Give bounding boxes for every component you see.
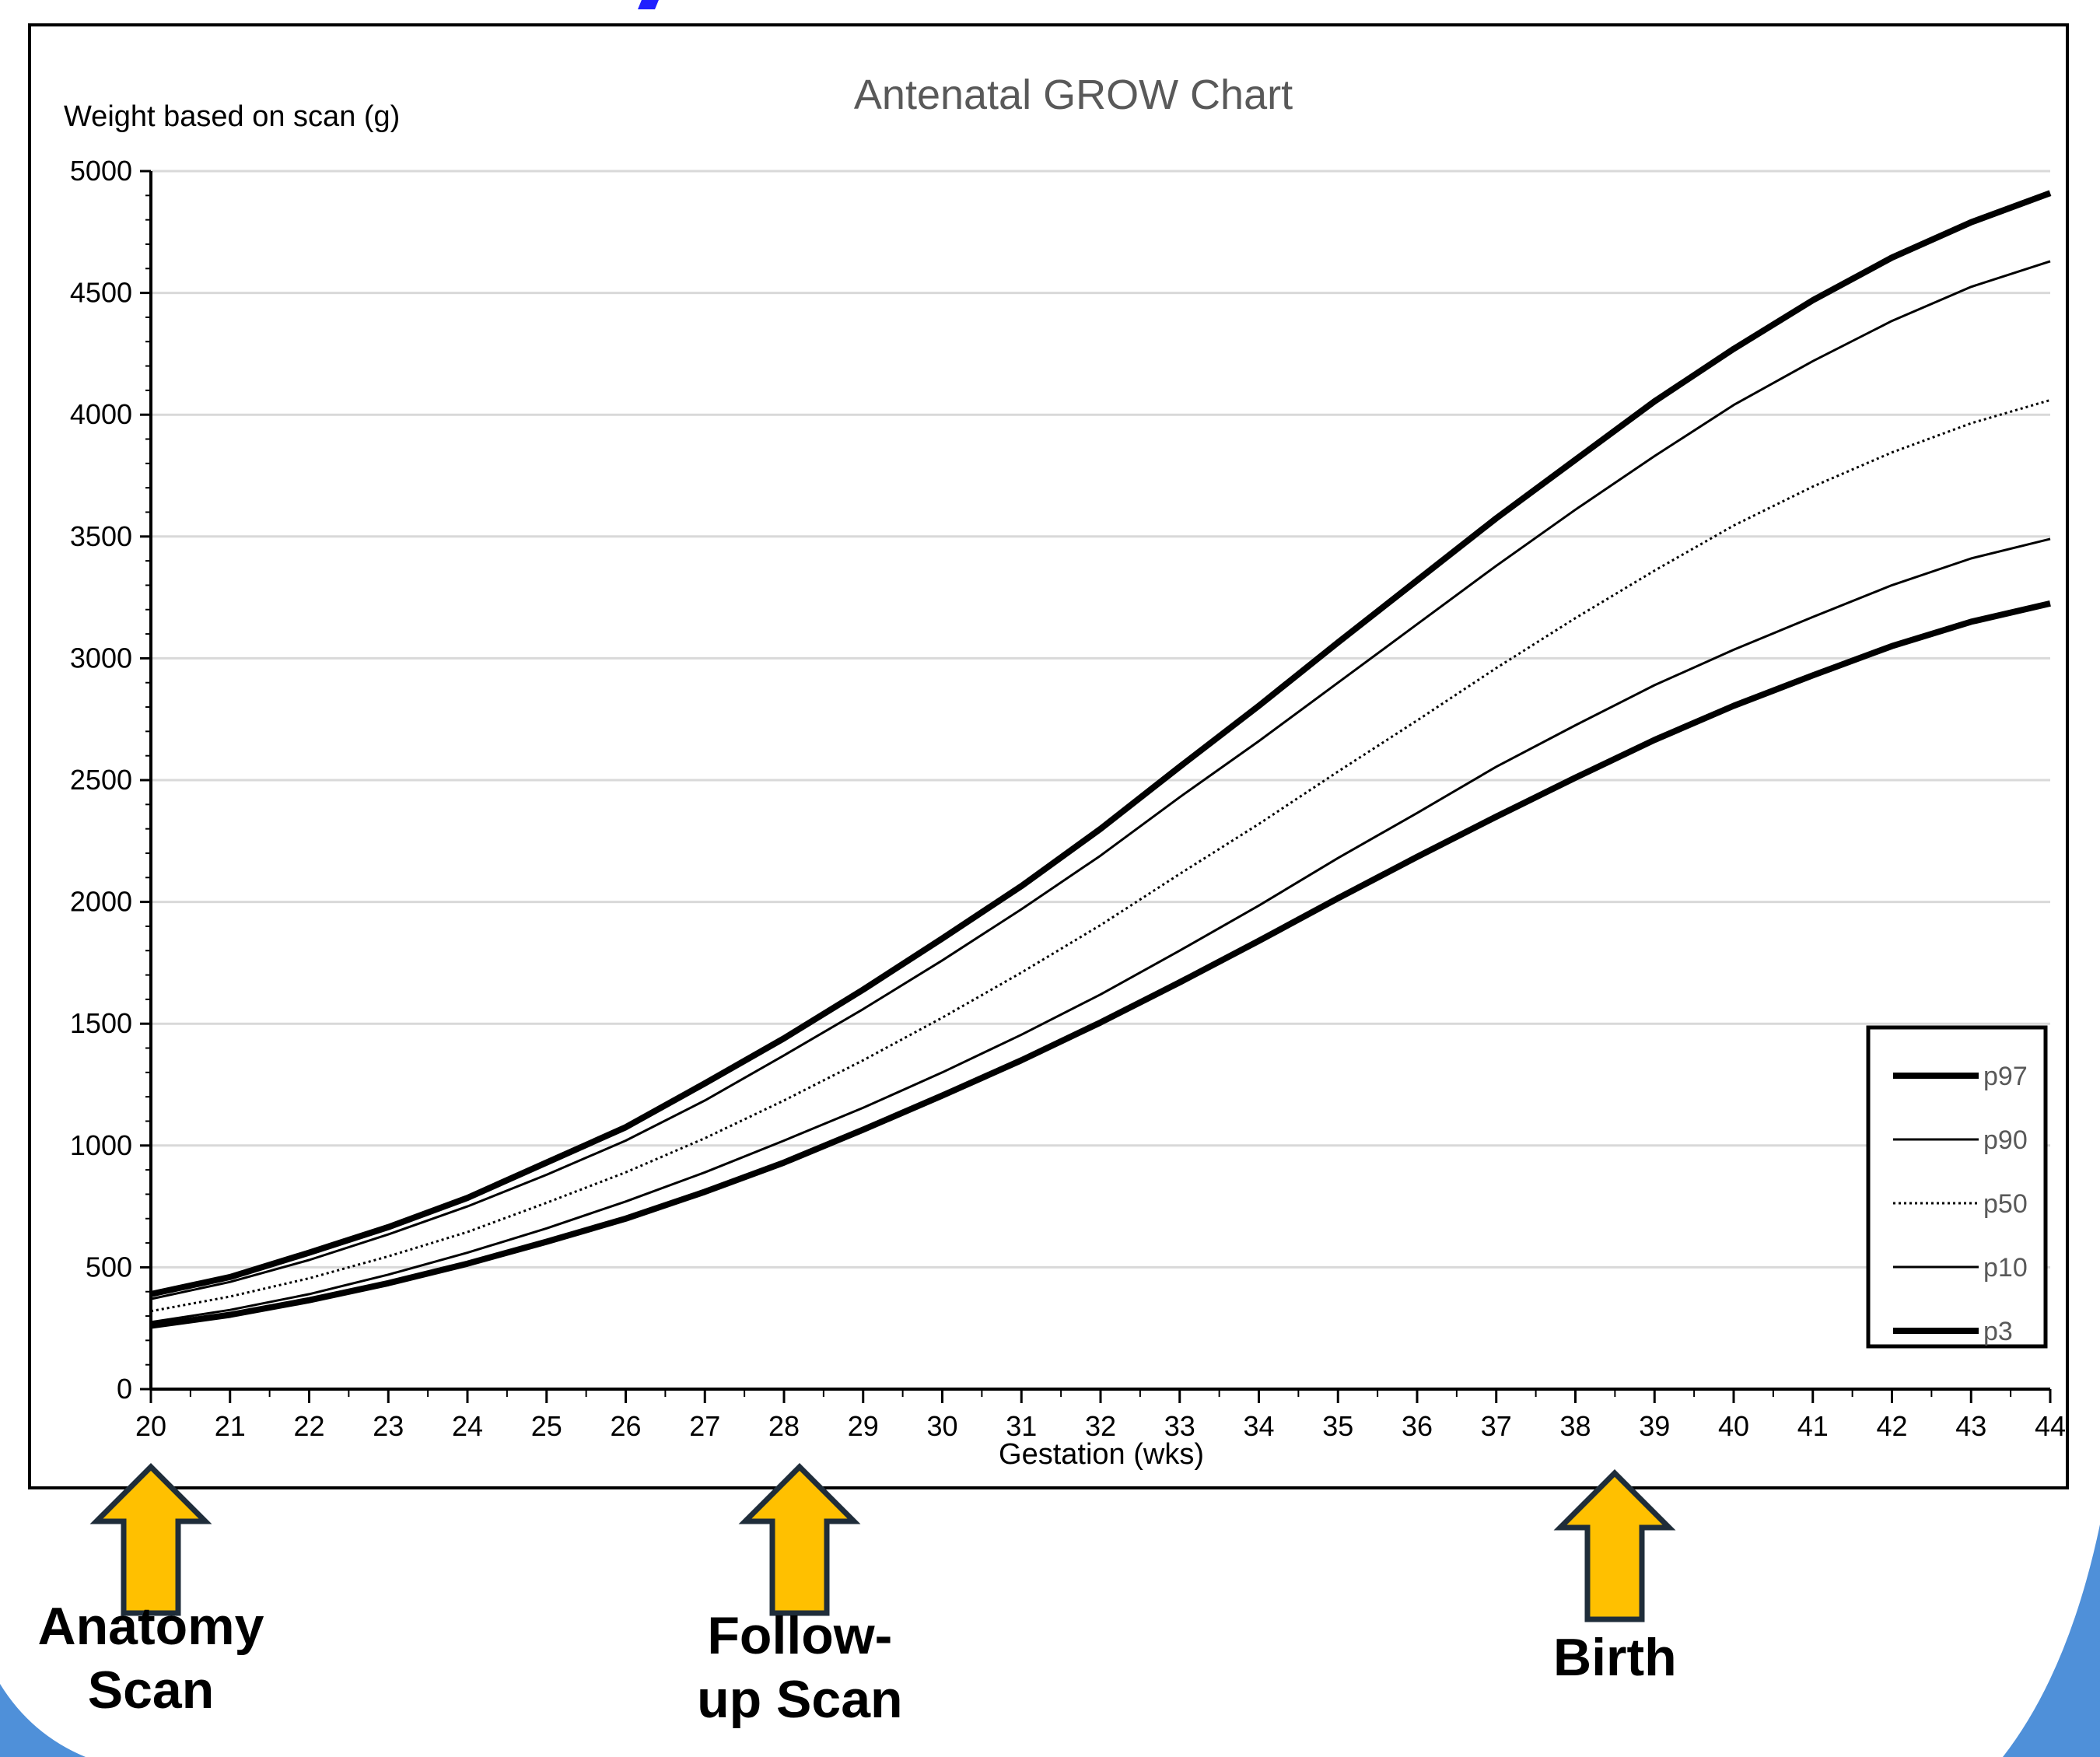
up-arrow-shape <box>1553 1469 1676 1622</box>
y-tick-label-0: 0 <box>117 1373 132 1405</box>
title-fragment <box>638 0 659 9</box>
y-tick-label-2000: 2000 <box>70 886 132 918</box>
y-tick-label-4000: 4000 <box>70 398 132 430</box>
title-fragment-glyph <box>638 0 659 9</box>
x-tick-label-26: 26 <box>610 1410 641 1442</box>
x-axis-label: Gestation (wks) <box>999 1438 1204 1471</box>
x-tick-label-38: 38 <box>1559 1410 1591 1442</box>
annotation-label: Birth <box>1553 1628 1677 1687</box>
legend-label-p50: p50 <box>1983 1189 2028 1219</box>
legend-label-p3: p3 <box>1983 1317 2013 1346</box>
legend-box <box>1866 1025 2048 1349</box>
legend: p97 p90 p50 p10 p3 <box>1866 1025 2048 1349</box>
x-tick-label-24: 24 <box>452 1410 483 1442</box>
x-tick-label-31: 31 <box>1006 1410 1037 1442</box>
x-tick-label-30: 30 <box>926 1410 957 1442</box>
y-tick-label-5000: 5000 <box>70 155 132 187</box>
series-lines <box>150 190 2052 1329</box>
chart-frame: 0 500 1000 1500 2000 2500 3000 3500 4000 4500 5000… <box>28 23 2069 1489</box>
corner-arc-bottom-left <box>0 1684 86 1757</box>
x-tick-label-36: 36 <box>1402 1410 1433 1442</box>
x-tick-label-22: 22 <box>293 1410 324 1442</box>
x-tick-label-27: 27 <box>689 1410 720 1442</box>
x-tick-label-44: 44 <box>2035 1410 2066 1442</box>
grow-chart: 0 500 1000 1500 2000 2500 3000 3500 4000 4500 5000… <box>64 72 2066 1471</box>
up-arrow-shape <box>738 1463 861 1616</box>
y-tick-label-4500: 4500 <box>70 277 132 309</box>
x-tick-label-42: 42 <box>1876 1410 1907 1442</box>
annotation-label: Follow- up Scan <box>697 1606 903 1729</box>
series-line-p90 <box>150 260 2051 1300</box>
x-tick-label-34: 34 <box>1243 1410 1274 1442</box>
x-tick-label-32: 32 <box>1085 1410 1116 1442</box>
up-arrow-icon <box>89 1463 212 1616</box>
x-tick-label-21: 21 <box>215 1410 246 1442</box>
annotation-label: Anatomy Scan <box>37 1597 264 1720</box>
y-tick-label-1500: 1500 <box>70 1007 132 1039</box>
x-tick-label-23: 23 <box>373 1410 404 1442</box>
y-axis-label: Weight based on scan (g) <box>64 100 400 133</box>
chart-title: Antenatal GROW Chart <box>854 72 1293 118</box>
axes: 0 500 1000 1500 2000 2500 3000 3500 4000 4500 5000… <box>70 155 2066 1442</box>
series-line-p50 <box>150 398 2051 1313</box>
x-tick-label-28: 28 <box>768 1410 800 1442</box>
series-line-p3 <box>150 600 2051 1329</box>
y-tick-label-3000: 3000 <box>70 642 132 674</box>
x-tick-label-41: 41 <box>1797 1410 1829 1442</box>
x-tick-label-40: 40 <box>1718 1410 1749 1442</box>
x-tick-label-43: 43 <box>1955 1410 1986 1442</box>
x-tick-label-33: 33 <box>1164 1410 1195 1442</box>
y-tick-label-500: 500 <box>86 1251 132 1283</box>
x-tick-label-25: 25 <box>531 1410 562 1442</box>
x-tick-label-35: 35 <box>1322 1410 1353 1442</box>
grid-lines <box>151 170 2050 1269</box>
x-tick-label-20: 20 <box>135 1410 166 1442</box>
y-tick-label-2500: 2500 <box>70 764 132 796</box>
x-tick-label-39: 39 <box>1639 1410 1670 1442</box>
y-tick-label-3500: 3500 <box>70 520 132 552</box>
series-line-p10 <box>150 537 2051 1324</box>
x-tick-label-29: 29 <box>848 1410 879 1442</box>
series-line-p97 <box>150 190 2052 1297</box>
x-tick-label-37: 37 <box>1481 1410 1512 1442</box>
up-arrow-shape <box>89 1463 212 1616</box>
up-arrow-icon <box>1553 1469 1676 1622</box>
y-tick-label-1000: 1000 <box>70 1129 132 1161</box>
up-arrow-icon <box>738 1463 861 1616</box>
legend-label-p90: p90 <box>1983 1125 2028 1155</box>
corner-arc-bottom-right <box>2003 1524 2100 1757</box>
legend-label-p97: p97 <box>1983 1062 2028 1091</box>
legend-label-p10: p10 <box>1983 1253 2028 1283</box>
